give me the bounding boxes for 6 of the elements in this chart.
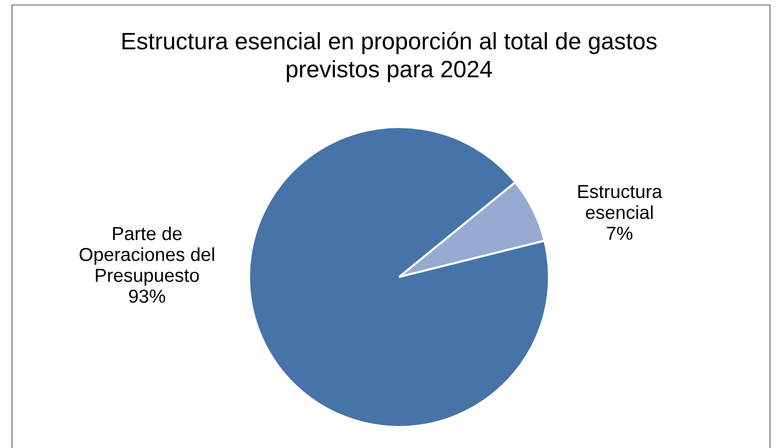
pie-slice (248, 126, 550, 428)
data-label: 93% (129, 290, 166, 303)
slice-label: Estructura esencial (578, 185, 662, 220)
data-label: 7% (606, 226, 632, 240)
slice-label: Parte de Operaciones del Presupuesto (80, 226, 214, 286)
chart-title: Estructura esencial en proporción al total de gastos previstos para 2024 (122, 32, 657, 82)
